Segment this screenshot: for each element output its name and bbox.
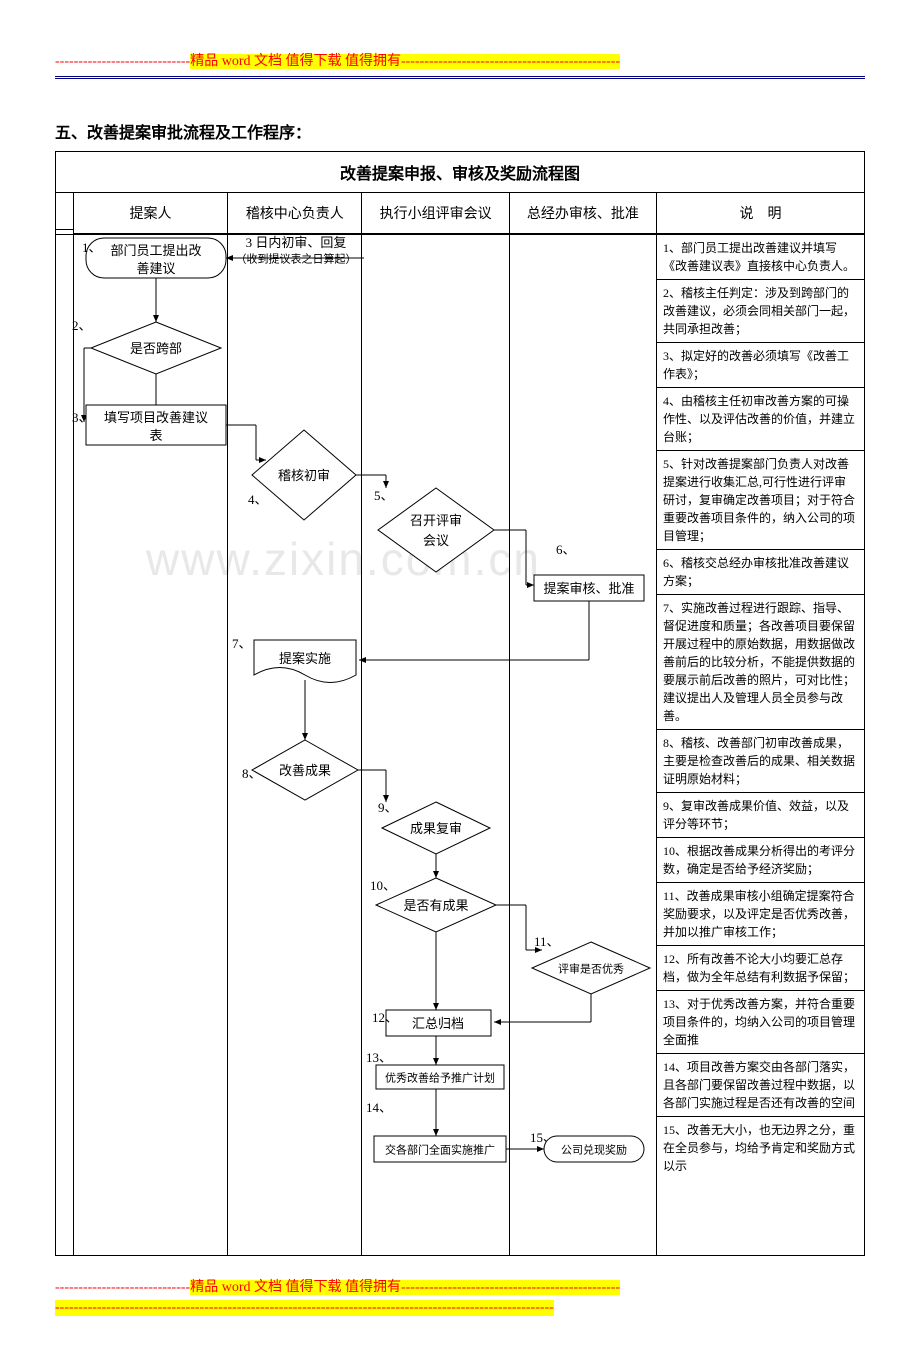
hr-double	[55, 76, 865, 79]
sub-header-c2-l1: 3 日内初审、回复	[246, 235, 347, 250]
num-14: 14、	[366, 1100, 392, 1115]
node-11-label: 评审是否优秀	[558, 962, 624, 976]
desc-2: 2、稽核主任判定：涉及到跨部门的改善建议，必须会同相关部门一起，共同承担改善；	[657, 280, 864, 343]
num-2: 2、	[72, 318, 92, 333]
gutter	[56, 193, 74, 234]
node-1-l2: 善建议	[136, 261, 175, 276]
page: -----------------------------精品 word 文档 …	[0, 0, 920, 1346]
num-1: 1、	[82, 240, 102, 255]
col-desc: 说 明	[657, 193, 864, 234]
node-8-label: 改善成果	[279, 763, 331, 778]
col-header-5: 说 明	[657, 193, 864, 234]
col-review: 执行小组评审会议	[362, 193, 509, 234]
desc-5: 5、针对改善提案部门负责人对改善提案进行收集汇总,可行性进行评审研讨，复审确定改…	[657, 451, 864, 550]
sub-header-c2-l2: （收到提议表之日算起）	[236, 252, 357, 266]
node-5	[378, 488, 494, 572]
top-banner: -----------------------------精品 word 文档 …	[55, 50, 865, 70]
footer-line2: ----------------------------------------…	[55, 1300, 554, 1316]
desc-6: 6、稽核交总经办审核批准改善建议方案；	[657, 550, 864, 595]
footer-suffix: ----------------------------------------…	[401, 1280, 620, 1295]
node-3-l1: 填写项目改善建议	[104, 410, 208, 425]
num-7: 7、	[232, 636, 252, 651]
num-12: 12、	[372, 1010, 398, 1025]
node-14-label: 交各部门全面实施推广	[385, 1143, 495, 1157]
columns-header-row: 提案人 稽核中心负责人 执行小组评审会议 总经办审核、批准 说 明	[56, 192, 864, 234]
node-10-label: 是否有成果	[403, 898, 468, 913]
description-list: 1、部门员工提出改善建议并填写《改善建议表》直接核中心负责人。 2、稽核主任判定…	[657, 235, 864, 1179]
node-4-label: 稽核初审	[278, 468, 330, 483]
num-4: 4、	[248, 492, 268, 507]
col-audit: 稽核中心负责人	[228, 193, 362, 234]
footer: -----------------------------精品 word 文档 …	[55, 1276, 865, 1316]
num-10: 10、	[370, 878, 396, 893]
footer-text: 精品 word 文档 值得下载 值得拥有	[190, 1280, 401, 1295]
num-11: 11、	[534, 934, 560, 949]
desc-9: 9、复审改善成果价值、效益，以及评分等环节；	[657, 793, 864, 838]
node-5-l1: 召开评审	[410, 513, 462, 528]
desc-10: 10、根据改善成果分析得出的考评分数，确定是否给予经济奖励；	[657, 838, 864, 883]
gutter-header	[56, 193, 73, 230]
desc-7: 7、实施改善过程进行跟踪、指导、督促进度和质量；各改善项目要保留开展过程中的原始…	[657, 595, 864, 730]
banner-text: 精品 word 文档 值得下载 值得拥有	[190, 54, 401, 69]
node-2-label: 是否跨部	[130, 341, 182, 356]
node-9-label: 成果复审	[410, 821, 462, 836]
desc-13: 13、对于优秀改善方案，并符合重要项目条件的，均纳入公司的项目管理全面推	[657, 991, 864, 1054]
footer-prefix: -----------------------------	[55, 1280, 190, 1295]
banner-suffix: ----------------------------------------…	[401, 54, 620, 69]
col-header-4: 总经办审核、批准	[510, 193, 656, 234]
num-3: 3、	[72, 410, 92, 425]
node-3-l2: 表	[149, 428, 162, 443]
col-approve: 总经办审核、批准	[510, 193, 657, 234]
desc-11: 11、改善成果审核小组确定提案符合奖励要求，以及评定是否优秀改善，并加以推广审核…	[657, 883, 864, 946]
desc-14: 14、项目改善方案交由各部门落实，且各部门要保留改善过程中数据，以各部门实施过程…	[657, 1054, 864, 1117]
node-12-label: 汇总归档	[412, 1016, 464, 1031]
num-8: 8、	[242, 766, 262, 781]
banner-prefix: -----------------------------	[55, 54, 190, 69]
desc-8: 8、稽核、改善部门初审改善成果，主要是检查改善后的成果、相关数据证明原始材料；	[657, 730, 864, 793]
node-13-label: 优秀改善给予推广计划	[385, 1071, 495, 1085]
num-6: 6、	[556, 542, 576, 557]
chart-title: 改善提案申报、审核及奖励流程图	[56, 152, 864, 192]
col-header-3: 执行小组评审会议	[362, 193, 508, 234]
section-title: 五、改善提案审批流程及工作程序：	[55, 119, 865, 143]
node-7-label: 提案实施	[279, 651, 331, 666]
node-1-l1: 部门员工提出改	[110, 243, 201, 258]
desc-4: 4、由稽核主任初审改善方案的可操作性、以及评估改善的价值，并建立台账；	[657, 388, 864, 451]
node-15-label: 公司兑现奖励	[561, 1143, 627, 1157]
chart-box: 改善提案申报、审核及奖励流程图 www.zixin.com.cn 提案人 稽核中…	[55, 151, 865, 1256]
desc-3: 3、拟定好的改善必须填写《改善工作表》；	[657, 343, 864, 388]
flowchart-svg: 3 日内初审、回复 （收到提议表之日算起） 部门员工提出改 善建议 1、 是否跨…	[56, 230, 660, 1250]
col-body-5: 1、部门员工提出改善建议并填写《改善建议表》直接核中心负责人。 2、稽核主任判定…	[657, 235, 864, 1255]
num-9: 9、	[378, 800, 398, 815]
node-6-label: 提案审核、批准	[543, 581, 634, 596]
col-header-2: 稽核中心负责人	[228, 193, 361, 234]
desc-15: 15、改善无大小，也无边界之分，重在全员参与，均给予肯定和奖励方式以示	[657, 1117, 864, 1179]
num-5: 5、	[374, 488, 394, 503]
node-5-l2: 会议	[423, 533, 449, 548]
desc-12: 12、所有改善不论大小均要汇总存档，做为全年总结有利数据予保留；	[657, 946, 864, 991]
footer-banner: -----------------------------精品 word 文档 …	[55, 1276, 865, 1296]
num-13: 13、	[366, 1050, 392, 1065]
col-proposer: 提案人	[74, 193, 228, 234]
desc-1: 1、部门员工提出改善建议并填写《改善建议表》直接核中心负责人。	[657, 235, 864, 280]
col-header-1: 提案人	[74, 193, 227, 234]
